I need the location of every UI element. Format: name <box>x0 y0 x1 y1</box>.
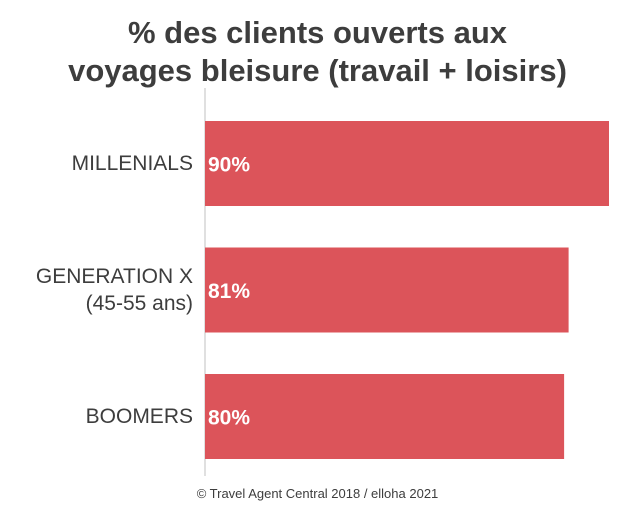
bar-0 <box>205 121 609 206</box>
bar-value-label-0: 90% <box>208 154 250 177</box>
bar-value-label-1: 81% <box>208 280 250 303</box>
category-label-2: BOOMERS <box>0 403 193 430</box>
category-label-2-line1: BOOMERS <box>85 405 193 428</box>
bar-1 <box>205 247 569 333</box>
bar-value-label-2: 80% <box>208 407 250 430</box>
chart-title-line1: % des clients ouverts aux <box>127 15 508 50</box>
chart-title: % des clients ouverts aux voyages bleisu… <box>0 14 635 90</box>
category-label-1-line1: GENERATION X <box>35 265 193 288</box>
source-caption: © Travel Agent Central 2018 / elloha 202… <box>196 486 439 501</box>
category-label-1: GENERATION X (45-55 ans) <box>0 263 193 317</box>
category-label-0: MILLENIALS <box>0 150 193 177</box>
bar-2 <box>205 374 565 459</box>
chart-title-line2: voyages bleisure (travail + loisirs) <box>68 53 567 88</box>
category-label-1-line2: (45-55 ans) <box>85 292 193 315</box>
category-label-0-line1: MILLENIALS <box>71 152 193 175</box>
